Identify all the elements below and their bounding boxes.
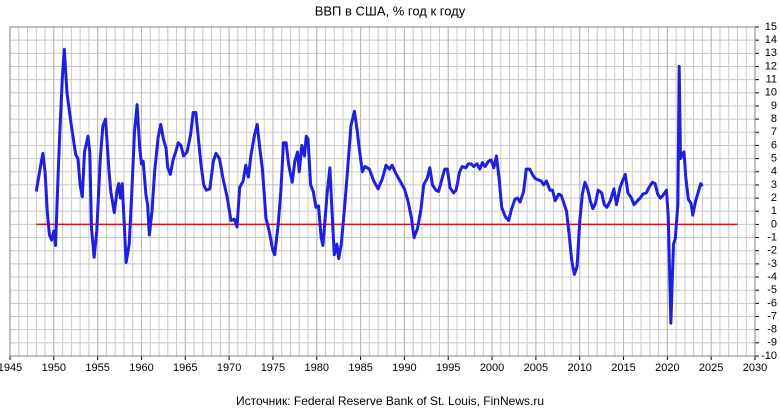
y-tick-label: -7 — [767, 310, 777, 322]
y-tick-label: 1 — [771, 205, 777, 217]
x-tick-label: 1985 — [348, 362, 372, 374]
y-tick-label: 14 — [765, 34, 777, 46]
x-tick-label: 1970 — [217, 362, 241, 374]
x-tick-label: 2025 — [699, 362, 723, 374]
x-tick-label: 2000 — [480, 362, 504, 374]
x-tick-label: 1945 — [0, 362, 22, 374]
y-tick-label: 15 — [765, 21, 777, 33]
x-tick-label: 1965 — [173, 362, 197, 374]
x-tick-label: 1990 — [392, 362, 416, 374]
x-tick-label: 1980 — [305, 362, 329, 374]
y-tick-label: -4 — [767, 271, 777, 283]
chart-title: ВВП в США, % год к году — [315, 3, 466, 18]
y-tick-label: -8 — [767, 324, 777, 336]
y-tick-label: 0 — [771, 218, 777, 230]
y-tick-label: 8 — [771, 113, 777, 125]
x-tick-label: 1995 — [436, 362, 460, 374]
y-tick-label: -5 — [767, 284, 777, 296]
x-tick-label: 1955 — [85, 362, 109, 374]
y-tick-label: -2 — [767, 245, 777, 257]
y-tick-label: -9 — [767, 337, 777, 349]
y-tick-label: 2 — [771, 192, 777, 204]
y-tick-label: 4 — [771, 166, 777, 178]
y-tick-label: 12 — [765, 60, 777, 72]
plot-frame — [9, 26, 756, 357]
y-tick-label: 11 — [766, 74, 777, 86]
x-tick-label: 2005 — [524, 362, 548, 374]
x-tick-label: 1960 — [129, 362, 153, 374]
x-tick-label: 1950 — [42, 362, 66, 374]
y-tick-label: -10 — [761, 350, 777, 362]
y-tick-label: -1 — [767, 231, 777, 243]
y-tick-label: 9 — [771, 100, 777, 112]
source: Источник: Federal Reserve Bank of St. Lo… — [236, 394, 544, 408]
data-line — [34, 47, 704, 325]
y-tick-label: 5 — [771, 153, 777, 165]
y-tick-label: 7 — [771, 126, 777, 138]
y-tick-label: 13 — [765, 47, 777, 59]
x-tick-label: 2010 — [567, 362, 591, 374]
x-tick-label: 2015 — [611, 362, 635, 374]
y-tick-label: 6 — [771, 139, 777, 151]
y-tick-label: -6 — [767, 297, 777, 309]
y-tick-label: -3 — [767, 258, 777, 270]
y-tick-label: 10 — [765, 87, 777, 99]
x-tick-label: 1975 — [261, 362, 285, 374]
x-tick-label: 2030 — [743, 362, 767, 374]
x-tick-label: 2020 — [655, 362, 679, 374]
y-tick-label: 3 — [771, 179, 777, 191]
